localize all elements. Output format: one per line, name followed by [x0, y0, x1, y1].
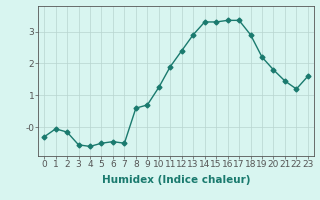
- X-axis label: Humidex (Indice chaleur): Humidex (Indice chaleur): [102, 175, 250, 185]
